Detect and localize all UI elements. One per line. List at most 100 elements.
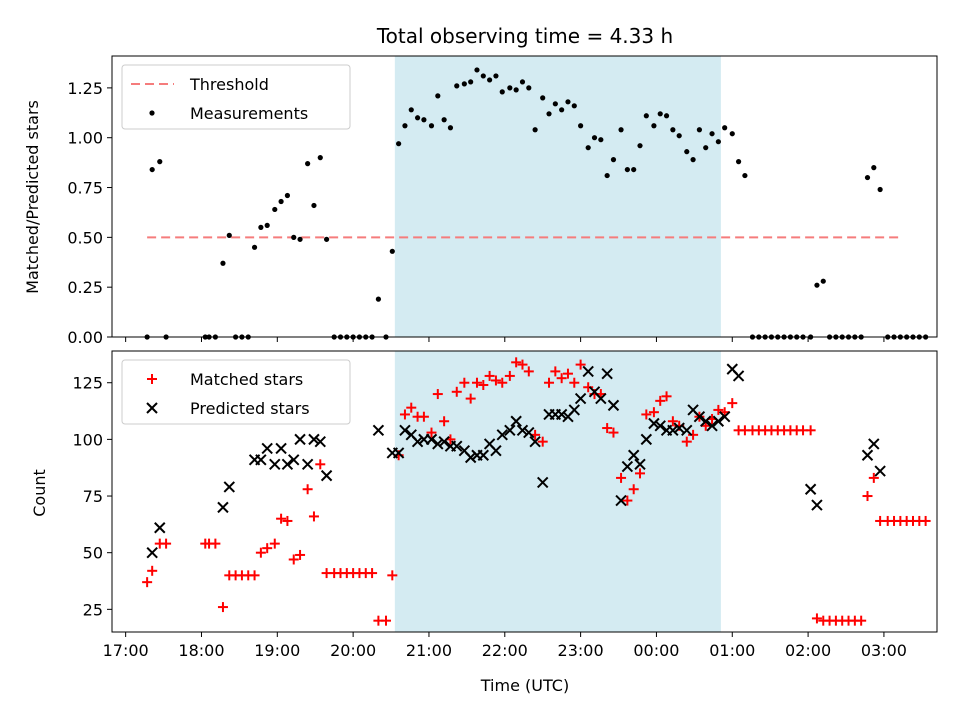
matched-star-point [262, 543, 273, 554]
x-b [464, 451, 477, 464]
predicted-star-point [634, 458, 646, 471]
matched-star-point [504, 370, 515, 381]
matched-star-point [569, 377, 580, 388]
measurement-point [311, 202, 317, 209]
predicted-star-point [399, 424, 411, 437]
legend-box [121, 64, 351, 130]
measurement-point [461, 81, 467, 87]
measurement-point [565, 99, 571, 105]
predicted-star-point [261, 442, 273, 455]
matched-star-point [490, 375, 501, 386]
predicted-star-point [648, 417, 660, 430]
measurement-point [663, 113, 670, 119]
x-b [392, 447, 405, 459]
x-b [667, 424, 679, 437]
predicted-star-point [320, 469, 333, 482]
measurement-point [468, 79, 474, 85]
measurement-point [814, 282, 820, 288]
matched-star-point [459, 377, 470, 388]
measurement-point [408, 107, 414, 113]
predicted-star-point [372, 424, 385, 437]
measurement-point [487, 77, 493, 83]
predicted-star-point [477, 449, 490, 461]
x-b [712, 415, 725, 427]
matched-star-point [537, 436, 548, 447]
measurement-point [251, 244, 258, 250]
measurement-point [323, 236, 330, 242]
x-b [588, 386, 601, 398]
predicted-star-point [693, 411, 706, 423]
measurement-point [414, 115, 421, 121]
y-tick-label: 0.75 [67, 179, 103, 198]
measurement-point [291, 234, 297, 240]
measurement-point [631, 166, 637, 173]
measurement-point [278, 198, 284, 205]
measurement-point [591, 135, 598, 141]
predicted-star-point [294, 433, 306, 446]
x-tick-label: 02:00 [785, 641, 831, 660]
predicted-star-point [654, 420, 666, 432]
matched-star-point [439, 416, 450, 427]
x-b [146, 546, 158, 559]
matched-star-point [249, 570, 260, 581]
matched-star-point [380, 615, 391, 626]
matched-star-point [616, 472, 627, 483]
matched-star-point [868, 472, 879, 483]
matched-star-point [523, 366, 534, 377]
x-b [432, 438, 444, 450]
measurement-point [618, 127, 624, 133]
measurement-point [546, 111, 552, 117]
bottom-panel: 25 50 75 100 125 17:00 18:00 19:00 20:00 21:00 22:… [72, 350, 938, 660]
measurement-point [441, 117, 447, 123]
measurement-point [670, 127, 676, 133]
legend: Threshold Measurements [121, 64, 351, 130]
predicted-star-point [804, 483, 817, 495]
matched-star-point [635, 468, 646, 479]
matched-star-point [856, 615, 867, 626]
observing-window-band [394, 351, 721, 632]
predicted-star-point [464, 451, 477, 464]
predicted-star-point [411, 435, 424, 448]
legend-label: Matched stars [190, 370, 303, 389]
predicted-star-point [811, 499, 823, 511]
x-axis-label: Time (UTC) [480, 676, 569, 695]
matched-star-point [418, 411, 429, 422]
measurement-point [421, 117, 427, 123]
matched-star-point [406, 402, 417, 413]
matched-star-point [862, 491, 873, 502]
matched-star-point [471, 377, 482, 388]
measurement-point [604, 172, 610, 179]
measurement-point [690, 157, 696, 163]
x-b [483, 438, 496, 450]
x-b [405, 429, 417, 441]
predicted-star-point [496, 429, 508, 441]
matched-star-point [805, 425, 816, 436]
predicted-star-point [255, 454, 267, 466]
x-b [615, 494, 627, 507]
y-tick-label: 0.00 [67, 328, 103, 347]
x-b [314, 435, 326, 448]
x-b [582, 365, 594, 378]
matched-star-point [920, 515, 931, 526]
x-b [477, 449, 490, 461]
measurement-point [578, 123, 584, 129]
measurement-point [264, 222, 270, 228]
measurement-point [742, 172, 748, 179]
matched-star-point [497, 377, 508, 388]
measurement-point [722, 125, 728, 131]
predicted-star-point [269, 458, 281, 471]
measurement-point [637, 143, 643, 149]
x-b [568, 404, 581, 416]
y-tick-label: 1.25 [67, 79, 103, 98]
predicted-star-point [706, 420, 718, 432]
x-b [275, 442, 287, 455]
measurement-point [480, 73, 486, 79]
matched-star-point [727, 398, 738, 409]
measurement-point [435, 93, 441, 99]
matched-star-point [282, 515, 293, 526]
x-b [648, 417, 660, 430]
measurement-point [871, 165, 877, 171]
predicted-star-point [314, 435, 326, 448]
predicted-star-point [432, 438, 444, 450]
measurement-point [729, 131, 735, 137]
